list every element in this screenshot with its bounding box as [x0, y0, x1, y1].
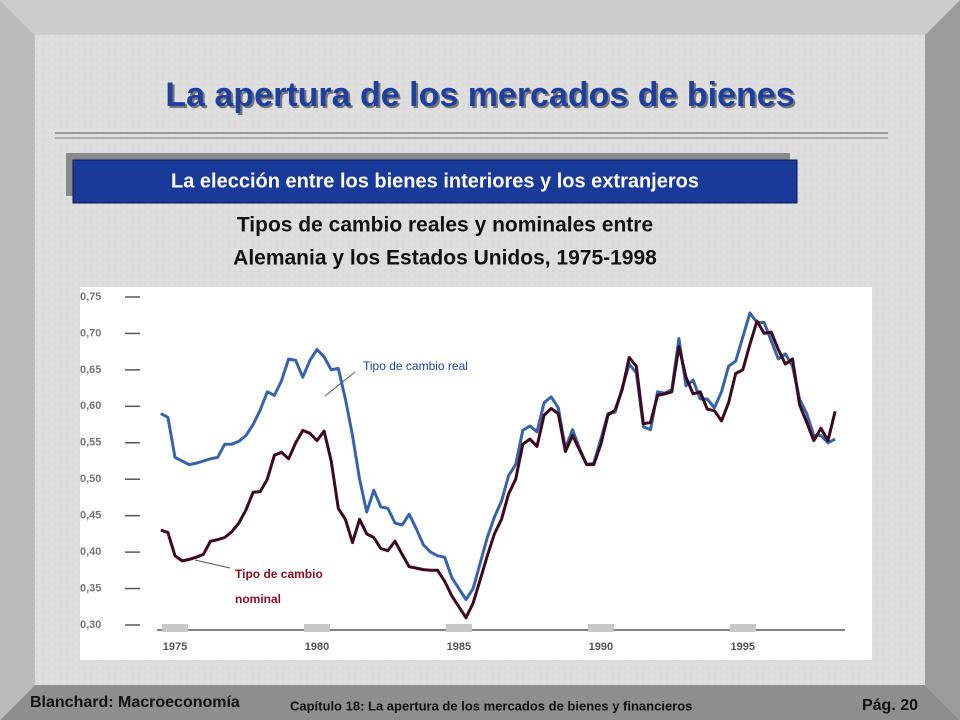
- x-tick-label: 1980: [305, 641, 329, 653]
- y-tick-label: 0,75: [80, 291, 101, 303]
- y-tick-label: 0,65: [80, 364, 101, 376]
- leader-line: [194, 559, 231, 569]
- title-shadow: La apertura de los mercados de bienes: [167, 78, 796, 116]
- annotation: Tipo de cambio real: [363, 359, 468, 373]
- chart-title: Tipos de cambio reales y nominales entre: [237, 214, 653, 237]
- subtitle-box: [72, 159, 798, 204]
- bevel-left: [0, 0, 35, 720]
- chart-title: Alemania y los Estados Unidos, 1975-1998: [233, 247, 657, 270]
- bevel-bottom: [0, 685, 960, 720]
- x-tick-band: [729, 624, 756, 632]
- slide-title: La apertura de los mercados de bienes: [165, 76, 794, 114]
- series-line: [160, 319, 837, 620]
- bevel-top: [0, 0, 960, 35]
- subtitle: La elección entre los bienes interiores …: [171, 170, 699, 192]
- x-tick-label: 1990: [589, 641, 613, 653]
- y-tick-label: 0,60: [80, 400, 101, 412]
- footer-page: Pág. 20: [862, 697, 918, 714]
- y-tick-label: 0,50: [80, 473, 101, 485]
- x-tick-band: [303, 624, 330, 632]
- annotation: nominal: [235, 592, 281, 606]
- y-tick-label: 0,55: [80, 437, 101, 449]
- y-tick-label: 0,30: [80, 619, 101, 631]
- y-tick-label: 0,70: [80, 327, 101, 339]
- footer-center: Capítulo 18: La apertura de los mercados…: [290, 698, 692, 713]
- y-tick-label: 0,40: [80, 546, 101, 558]
- x-tick-band: [445, 624, 472, 632]
- y-tick-label: 0,35: [80, 582, 101, 594]
- plot-background: [80, 287, 872, 660]
- x-tick-label: 1995: [731, 641, 755, 653]
- x-tick-band: [162, 624, 189, 632]
- x-tick-band: [587, 624, 614, 632]
- x-tick-label: 1985: [447, 641, 471, 653]
- y-tick-label: 0,45: [80, 510, 101, 522]
- footer-left: Blanchard: Macroeconomía: [30, 694, 240, 711]
- x-tick-label: 1975: [163, 641, 187, 653]
- series-line: [160, 311, 836, 601]
- bevel-right: [925, 0, 960, 720]
- leader-line: [324, 371, 356, 397]
- annotation: Tipo de cambio: [235, 567, 323, 581]
